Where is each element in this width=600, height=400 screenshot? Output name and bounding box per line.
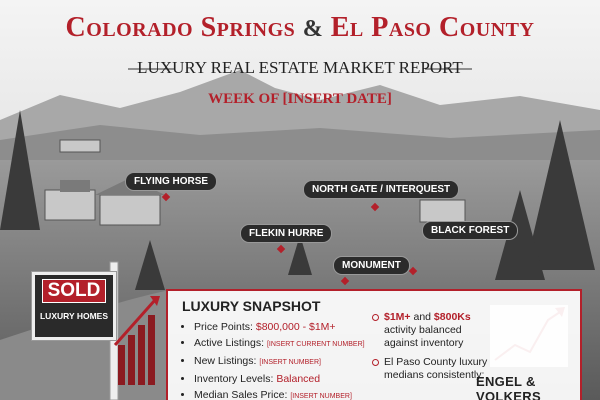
map-label: FLYING HORSE (125, 172, 218, 191)
note-part: $1M+ (384, 311, 411, 323)
item-label: Median Sales Price: (194, 389, 288, 400)
map-label: BLACK FOREST (422, 221, 519, 240)
note: El Paso County luxury medians consistent… (372, 356, 492, 382)
map-label: MONUMENT (333, 256, 410, 275)
title-part: El Paso County (330, 12, 535, 43)
subtitle: LUXURY REAL ESTATE MARKET REPORT (137, 58, 463, 77)
snapshot-list: Price Points: $800,000 - $1M+Active List… (182, 319, 365, 400)
item-value: [INSERT CURRENT NUMBER] (266, 341, 365, 348)
title-amp: & (302, 16, 324, 42)
logo: ENGEL & VOLKERS (476, 374, 541, 400)
snapshot-item: Median Sales Price: [INSERT NUMBER] (194, 387, 365, 400)
snapshot-item: New Listings: [INSERT NUMBER] (194, 353, 365, 371)
map-label: NORTH GATE / INTERQUEST (303, 180, 460, 199)
item-value: $800,000 - $1M+ (255, 321, 336, 333)
note: $1M+ and $800Ks activity balanced agains… (372, 311, 492, 350)
note-part: and (410, 311, 434, 323)
sold: SOLD (42, 279, 106, 303)
snapshot-item: Inventory Levels: Balanced (194, 371, 365, 387)
sold-sign: SOLD LUXURY HOMES (31, 271, 117, 341)
note-part: $800Ks (433, 311, 471, 323)
sign-sub: LUXURY HOMES (39, 311, 108, 321)
map-label: FLEKIN HURRE (240, 224, 333, 243)
notes: $1M+ and $800Ks activity balanced agains… (372, 311, 492, 388)
snapshot-item: Active Listings: [INSERT CURRENT NUMBER] (194, 335, 365, 353)
snapshot-title: LUXURY SNAPSHOT (182, 298, 321, 314)
item-value: [INSERT NUMBER] (259, 359, 321, 366)
item-value: Balanced (276, 373, 321, 385)
note-part: El Paso County luxury medians consistent… (384, 356, 488, 381)
title: Colorado Springs & El Paso County (0, 12, 600, 44)
item-value: [INSERT NUMBER] (290, 393, 352, 400)
item-label: Price Points: (194, 321, 253, 333)
title-part: Colorado Springs (65, 12, 296, 43)
item-label: Active Listings: (194, 337, 265, 349)
week: WEEK OF [INSERT DATE] (208, 91, 392, 107)
snapshot-item: Price Points: $800,000 - $1M+ (194, 319, 365, 335)
note-part: activity balanced against inventory (384, 324, 464, 349)
item-label: New Listings: (194, 355, 257, 367)
snapshot: LUXURY SNAPSHOT Price Points: $800,000 -… (166, 289, 582, 400)
item-label: Inventory Levels: (194, 373, 274, 385)
